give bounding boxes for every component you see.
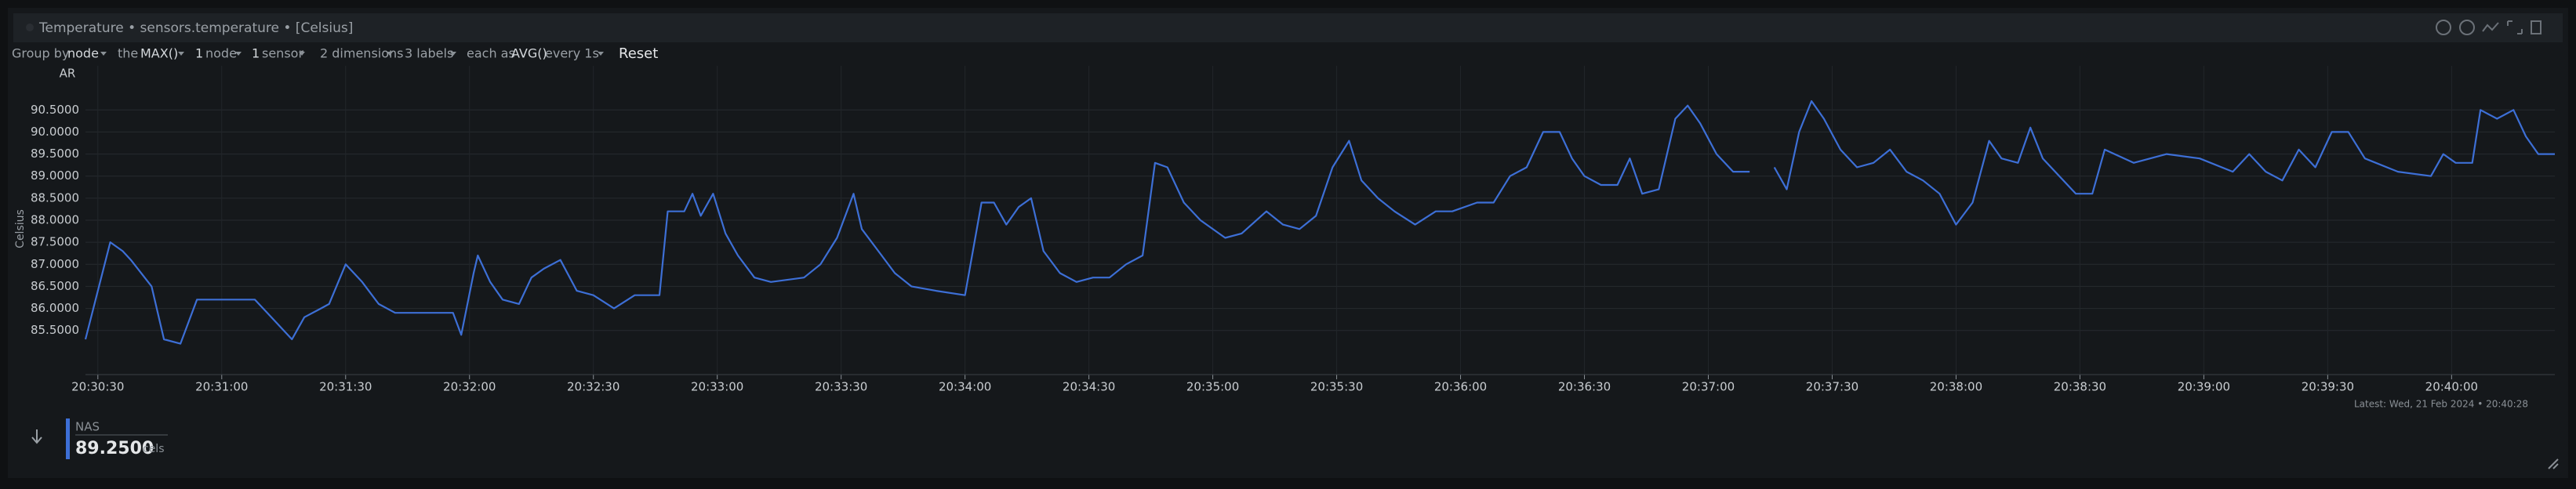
plot-area: 85.5000 86.0000 86.5000 87.0000 87.5000 88.00… [31,66,2555,394]
series-line [84,100,2555,345]
time-aggregation-dropdown[interactable]: AVG() [511,46,547,61]
legend-toggle[interactable] [31,429,42,444]
y-tick-label: 89.5000 [31,147,79,161]
nodes-dropdown[interactable]: node [205,46,237,61]
resize-handle[interactable] [2548,458,2559,469]
chart-type-button[interactable] [2482,22,2499,32]
header-actions[interactable] [2436,20,2541,35]
y-tick-label: 89.0000 [31,168,79,183]
y-axis-title: Celsius [14,209,27,248]
legend-unit: cels [143,443,165,455]
y-tick-label: 88.5000 [31,190,79,205]
x-tick-label: 20:36:00 [1434,380,1487,394]
toolbar-text: every 1s [545,46,599,61]
toolbar-text: the [118,46,138,61]
header-icon [26,24,34,31]
x-tick-label: 20:38:00 [1930,380,1982,394]
x-tick-label: 20:33:00 [691,380,743,394]
y-tick-label: 87.0000 [31,257,79,271]
toolbar-text: Group by [12,46,69,61]
panel-background [8,8,2568,478]
alert-button[interactable] [2436,20,2451,35]
x-tick-label: 20:32:00 [443,380,496,394]
x-tick-label: 20:31:00 [195,380,248,394]
y-tick-label: 88.0000 [31,213,79,227]
toolbar-count: 1 [195,46,203,61]
x-tick-label: 20:30:30 [71,380,124,394]
x-tick-label: 20:33:30 [815,380,867,394]
y-tick-label: 87.5000 [31,235,79,249]
x-tick-label: 20:40:00 [2425,380,2478,394]
legend-swatch [66,418,70,459]
group-by-dropdown[interactable]: node [67,46,99,61]
toolbar-count: 1 [252,46,260,61]
toolbar-text: each as [467,46,515,61]
fullscreen-button[interactable] [2507,20,2523,34]
info-button[interactable] [2459,20,2475,35]
y-tick-label: 86.0000 [31,301,79,315]
x-tick-label: 20:32:30 [567,380,619,394]
x-tick-label: 20:35:30 [1310,380,1363,394]
reset-button[interactable]: Reset [619,45,658,62]
x-tick-label: 20:37:00 [1682,380,1735,394]
x-tick-label: 20:39:30 [2302,380,2354,394]
y-tick-label: 90.0000 [31,125,79,139]
header-title: Temperature • sensors.temperature • [Cel… [38,20,353,36]
dimensions-dropdown[interactable]: 2 dimensions [320,46,403,61]
aggregation-dropdown[interactable]: MAX() [140,46,178,61]
axis-corner-label: AR [60,67,76,81]
x-tick-label: 20:35:00 [1186,380,1239,394]
x-tick-label: 20:36:30 [1558,380,1611,394]
x-tick-label: 20:31:30 [319,380,372,394]
x-tick-label: 20:34:00 [939,380,991,394]
x-tick-label: 20:38:30 [2054,380,2106,394]
legend-value: 89.2500 [75,439,154,458]
latest-timestamp: Latest: Wed, 21 Feb 2024 • 20:40:28 [2354,399,2528,410]
x-tick-label: 20:39:00 [2178,380,2230,394]
header-bar [13,13,2563,42]
y-tick-label: 86.5000 [31,279,79,293]
x-tick-label: 20:37:30 [1806,380,1858,394]
settings-button[interactable] [2531,20,2541,34]
instances-dropdown[interactable]: sensor [262,46,303,61]
y-tick-label: 90.5000 [31,103,79,117]
toolbar: Group by node the MAX() 1 node 1 sensor … [12,45,658,62]
dropdown-carets [100,52,604,56]
y-tick-label: 85.5000 [31,323,79,337]
x-tick-label: 20:34:30 [1063,380,1115,394]
legend-name[interactable]: NAS [75,420,100,434]
labels-dropdown[interactable]: 3 labels [405,46,453,61]
